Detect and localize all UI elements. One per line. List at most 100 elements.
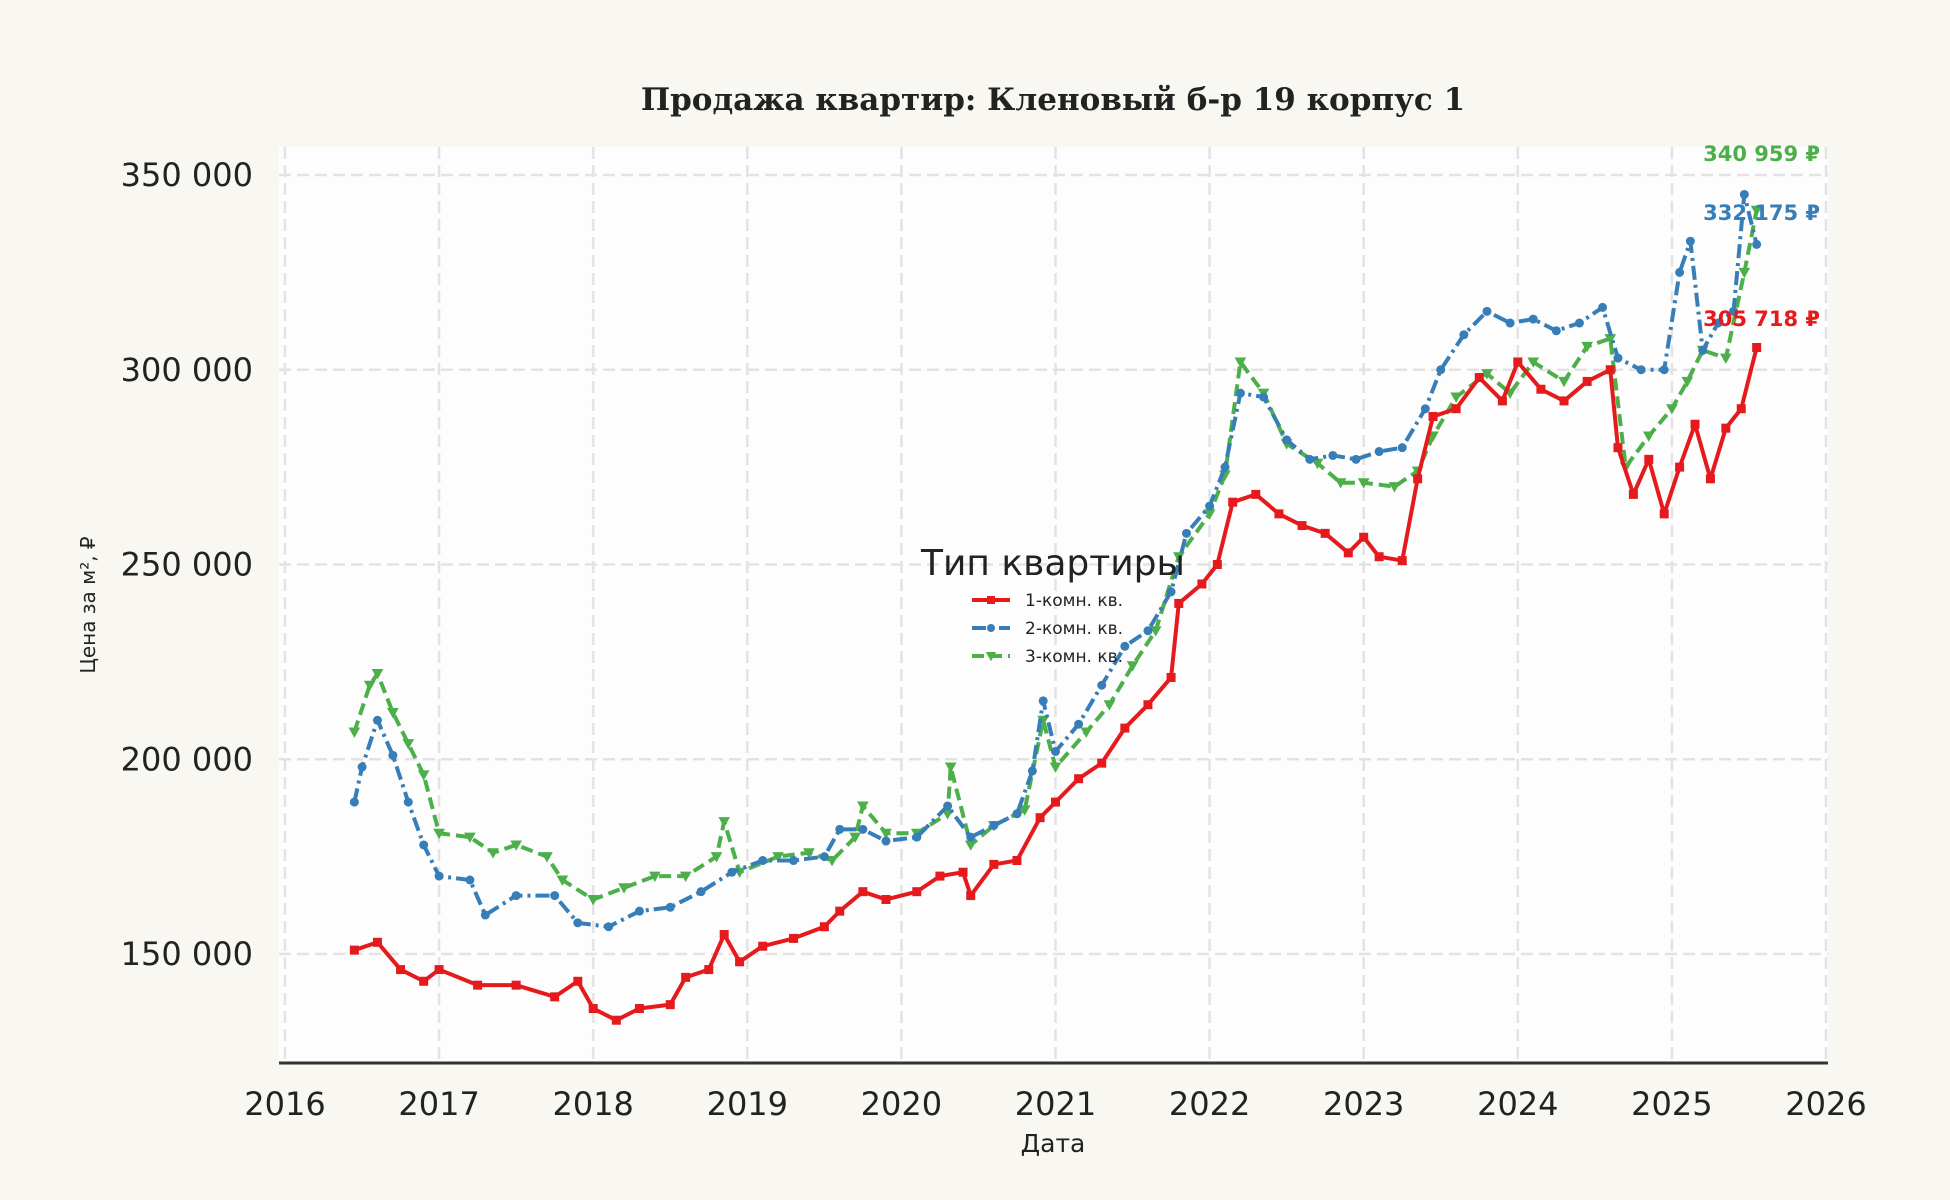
marker-circle	[1598, 302, 1608, 312]
marker-square	[735, 957, 745, 967]
marker-square	[1228, 497, 1238, 507]
marker-triangle	[964, 840, 977, 851]
marker-square	[1752, 342, 1762, 352]
marker-triangle	[679, 871, 692, 882]
plot-area	[279, 147, 1828, 1063]
marker-circle	[511, 891, 521, 901]
chart-title: Продажа квартир: Кленовый б-р 19 корпус …	[641, 82, 1465, 118]
marker-circle	[1505, 318, 1515, 328]
marker-circle	[989, 820, 999, 830]
marker-triangle	[1450, 392, 1463, 403]
x-tick-label: 2021	[1015, 1085, 1096, 1123]
marker-circle	[357, 762, 367, 772]
marker-circle	[881, 836, 891, 846]
y-axis-label: Цена за м², ₽	[76, 536, 100, 674]
marker-triangle	[1558, 376, 1570, 388]
marker-circle	[1397, 443, 1407, 453]
marker-circle	[634, 906, 644, 916]
marker-triangle	[510, 840, 522, 851]
marker-circle	[727, 867, 737, 877]
marker-circle	[1374, 447, 1384, 457]
marker-square	[1051, 797, 1060, 807]
marker-square	[1736, 404, 1746, 414]
marker-triangle	[849, 832, 862, 843]
marker-square	[789, 933, 799, 943]
marker-square	[1320, 528, 1330, 538]
marker-circle	[1574, 318, 1584, 328]
marker-square	[1497, 396, 1507, 406]
marker-triangle	[1666, 404, 1678, 415]
marker-circle	[819, 852, 829, 862]
x-tick-label: 2019	[707, 1085, 788, 1123]
marker-triangle	[1481, 369, 1493, 380]
marker-square	[1074, 774, 1084, 784]
marker-square	[819, 922, 829, 932]
marker-triangle	[1203, 509, 1216, 520]
marker-triangle	[1642, 431, 1655, 442]
marker-triangle	[1604, 334, 1617, 345]
marker-triangle	[487, 848, 499, 859]
marker-square	[989, 859, 999, 869]
marker-square	[1413, 474, 1423, 484]
series-2	[349, 189, 1762, 932]
marker-square	[511, 980, 521, 990]
end-value-label: 305 718 ₽	[1703, 307, 1820, 331]
marker-triangle	[587, 894, 600, 906]
marker-square	[550, 992, 560, 1002]
marker-circle	[1282, 435, 1292, 445]
marker-triangle	[648, 871, 661, 882]
marker-triangle	[402, 739, 415, 750]
marker-circle	[1459, 330, 1469, 340]
marker-circle	[1685, 236, 1695, 246]
marker-circle	[1482, 306, 1492, 316]
marker-square	[1374, 552, 1384, 562]
end-value-label: 332 175 ₽	[1703, 201, 1820, 225]
marker-triangle	[556, 875, 569, 886]
marker-square	[1212, 560, 1222, 569]
series-1	[349, 342, 1762, 1025]
marker-square	[1582, 376, 1592, 386]
marker-circle	[1420, 404, 1430, 414]
marker-square	[611, 1015, 621, 1025]
marker-square	[1474, 373, 1484, 383]
marker-circle	[1351, 454, 1361, 464]
series-layer	[348, 189, 1763, 1025]
marker-circle	[696, 887, 706, 897]
marker-triangle	[1388, 482, 1401, 493]
marker-circle	[1551, 326, 1561, 336]
marker-square	[1605, 365, 1615, 375]
marker-square	[1143, 700, 1153, 710]
end-value-label: 340 959 ₽	[1703, 142, 1820, 166]
marker-circle	[1713, 318, 1723, 328]
marker-circle	[966, 832, 976, 842]
marker-circle	[480, 910, 490, 920]
marker-triangle	[985, 652, 997, 662]
marker-circle	[1038, 696, 1048, 706]
y-ticks: 150 000 200 000 250 000 300 000 350 000	[121, 156, 253, 973]
marker-circle	[403, 797, 413, 807]
marker-triangle	[371, 669, 384, 680]
x-tick-label: 2024	[1477, 1085, 1558, 1123]
marker-circle	[789, 856, 799, 866]
marker-square	[349, 945, 359, 955]
x-ticks: 2016 2017 2018 2019 2020 2021 2022 2023 2024 2025…	[244, 1085, 1866, 1123]
marker-square	[1343, 548, 1353, 558]
marker-square	[634, 1004, 644, 1014]
marker-triangle	[857, 801, 869, 812]
y-tick-label: 350 000	[121, 156, 253, 194]
marker-triangle	[1334, 478, 1347, 489]
marker-triangle	[710, 852, 723, 863]
marker-circle	[835, 824, 845, 834]
marker-circle	[1675, 267, 1685, 277]
marker-square	[665, 1000, 675, 1010]
y-tick-label: 250 000	[121, 546, 253, 584]
legend: Тип квартиры 1-комн. кв. 2-комн. кв. 3-ком…	[920, 543, 1185, 667]
marker-square	[704, 965, 714, 975]
x-axis-label: Дата	[1021, 1129, 1086, 1158]
marker-circle	[1659, 365, 1669, 375]
marker-square	[1559, 396, 1569, 406]
x-tick-label: 2026	[1785, 1085, 1866, 1123]
marker-square	[396, 965, 406, 975]
marker-triangle	[387, 708, 399, 719]
marker-circle	[434, 871, 444, 881]
